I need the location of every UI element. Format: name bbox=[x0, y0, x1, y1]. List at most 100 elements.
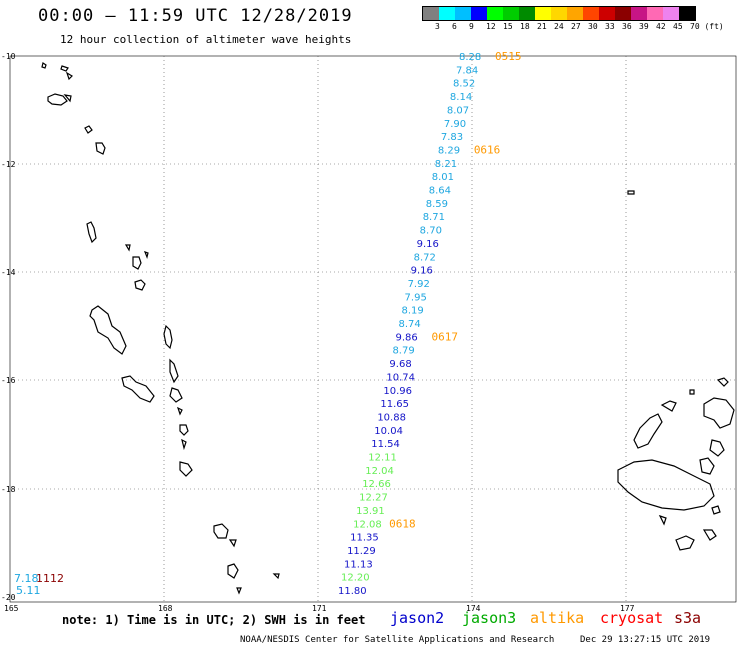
legend-swatch bbox=[567, 7, 583, 20]
wave-height-value: 8.21 bbox=[435, 159, 457, 170]
wave-height-value: 8.70 bbox=[420, 226, 442, 237]
lon-label: 171 bbox=[312, 604, 327, 613]
wave-height-value: 12.27 bbox=[359, 493, 388, 504]
wave-height-value: 11.35 bbox=[350, 533, 379, 544]
wave-height-value: 12.11 bbox=[368, 453, 397, 464]
wave-height-value: 9.16 bbox=[411, 266, 433, 277]
chart-subtitle: 12 hour collection of altimeter wave hei… bbox=[60, 33, 352, 46]
grid-labels: -10 -12 -14 -16 -18 -20 165 168 171 174 177 bbox=[1, 52, 635, 613]
wave-height-value: 7.92 bbox=[408, 279, 430, 290]
wave-height-value: 10.74 bbox=[386, 372, 415, 383]
lat-label: -18 bbox=[1, 485, 16, 494]
pass-time-label: 0617 bbox=[431, 330, 458, 343]
legend-swatch bbox=[615, 7, 631, 20]
wave-height-value: 11.80 bbox=[338, 586, 367, 597]
color-legend-bar bbox=[422, 6, 696, 21]
wave-height-value: 12.04 bbox=[365, 466, 394, 477]
pass-time-label: 0616 bbox=[474, 143, 501, 156]
legend-label: 42 bbox=[656, 22, 666, 31]
legend-swatch bbox=[423, 7, 439, 20]
wave-height-value: 8.07 bbox=[447, 105, 469, 116]
wave-height-value: 12.20 bbox=[341, 573, 370, 584]
legend-label: 6 bbox=[452, 22, 457, 31]
corner-value: 7.18 bbox=[14, 572, 39, 585]
pass-time-label: 0618 bbox=[389, 517, 416, 530]
legend-swatch bbox=[583, 7, 599, 20]
footer-timestamp: Dec 29 13:27:15 UTC 2019 bbox=[580, 635, 711, 645]
lat-label: -12 bbox=[1, 160, 16, 169]
satellite-legend-cryosat: cryosat bbox=[600, 609, 664, 627]
legend-swatch bbox=[599, 7, 615, 20]
satellite-legend-jason2: jason2 bbox=[390, 609, 445, 627]
lon-label: 168 bbox=[158, 604, 173, 613]
wave-height-value: 9.86 bbox=[395, 332, 417, 343]
legend-swatch bbox=[455, 7, 471, 20]
footnote: note: 1) Time is in UTC; 2) SWH is in fe… bbox=[62, 613, 366, 627]
legend-swatch bbox=[487, 7, 503, 20]
lon-label: 177 bbox=[620, 604, 635, 613]
legend-label: 45 bbox=[673, 22, 683, 31]
color-legend-labels: 3 6 9 12 15 18 21 24 27 30 33 36 39 42 45 70 (ft) bbox=[422, 22, 740, 32]
wave-height-value: 8.71 bbox=[423, 212, 445, 223]
wave-height-value: 11.13 bbox=[344, 559, 373, 570]
legend-label: 39 bbox=[639, 22, 649, 31]
legend-label: 36 bbox=[622, 22, 632, 31]
wave-height-value: 12.08 bbox=[353, 519, 382, 530]
legend-label: 70 (ft) bbox=[690, 22, 724, 31]
wave-height-value: 8.29 bbox=[438, 145, 460, 156]
legend-swatch bbox=[679, 7, 695, 20]
wave-height-value: 10.88 bbox=[377, 412, 406, 423]
legend-label: 18 bbox=[520, 22, 530, 31]
legend-label: 33 bbox=[605, 22, 615, 31]
legend-swatch bbox=[551, 7, 567, 20]
wave-height-value: 7.95 bbox=[405, 292, 427, 303]
wave-height-value: 12.66 bbox=[362, 479, 391, 490]
wave-height-value: 8.72 bbox=[414, 252, 436, 263]
satellite-legend-s3a: s3a bbox=[674, 609, 702, 627]
wave-height-value: 11.65 bbox=[380, 399, 409, 410]
wave-height-value: 9.68 bbox=[389, 359, 411, 370]
lat-label: -14 bbox=[1, 268, 16, 277]
wave-height-value: 9.16 bbox=[417, 239, 439, 250]
lon-label: 165 bbox=[4, 604, 19, 613]
pass-time-labels: 0515 0616 0617 0618 bbox=[389, 50, 521, 530]
wave-height-value: 13.91 bbox=[356, 506, 385, 517]
lon-label: 174 bbox=[466, 604, 481, 613]
lat-label: -20 bbox=[1, 593, 16, 602]
legend-label: 21 bbox=[537, 22, 547, 31]
legend-label: 24 bbox=[554, 22, 564, 31]
wave-height-value: 11.29 bbox=[347, 546, 376, 557]
wave-height-value: 10.04 bbox=[374, 426, 403, 437]
legend-swatch bbox=[631, 7, 647, 20]
wave-height-value: 7.90 bbox=[444, 119, 466, 130]
footer-credit: NOAA/NESDIS Center for Satellite Applica… bbox=[240, 635, 555, 645]
wave-height-value: 8.79 bbox=[392, 346, 414, 357]
wave-height-value: 8.52 bbox=[453, 79, 475, 90]
legend-label: 12 bbox=[486, 22, 496, 31]
wave-height-value: 8.01 bbox=[432, 172, 454, 183]
legend-swatch bbox=[663, 7, 679, 20]
map-gridlines bbox=[10, 56, 736, 602]
map-frame bbox=[9, 55, 737, 603]
wave-height-value: 8.74 bbox=[399, 319, 421, 330]
wave-height-value: 8.14 bbox=[450, 92, 472, 103]
corner-value: 5.11 bbox=[16, 584, 41, 597]
legend-label: 27 bbox=[571, 22, 581, 31]
altimeter-track: 8.28 7.84 8.52 8.14 8.07 7.90 7.83 8.29 8.21 8.01… bbox=[338, 52, 481, 597]
wave-height-value: 8.28 bbox=[459, 52, 481, 63]
lat-label: -16 bbox=[1, 376, 16, 385]
legend-swatch bbox=[647, 7, 663, 20]
wave-height-value: 8.19 bbox=[402, 306, 424, 317]
corner-value: 1112 bbox=[36, 572, 64, 585]
pass-time-label: 0515 bbox=[495, 50, 522, 63]
wave-height-value: 8.59 bbox=[426, 199, 448, 210]
lat-label: -10 bbox=[1, 52, 16, 61]
legend-label: 30 bbox=[588, 22, 598, 31]
satellite-legend-jason3: jason3 bbox=[462, 609, 517, 627]
wave-height-value: 8.64 bbox=[429, 186, 451, 197]
legend-swatch bbox=[535, 7, 551, 20]
legend-swatch bbox=[503, 7, 519, 20]
legend-label: 3 bbox=[435, 22, 440, 31]
